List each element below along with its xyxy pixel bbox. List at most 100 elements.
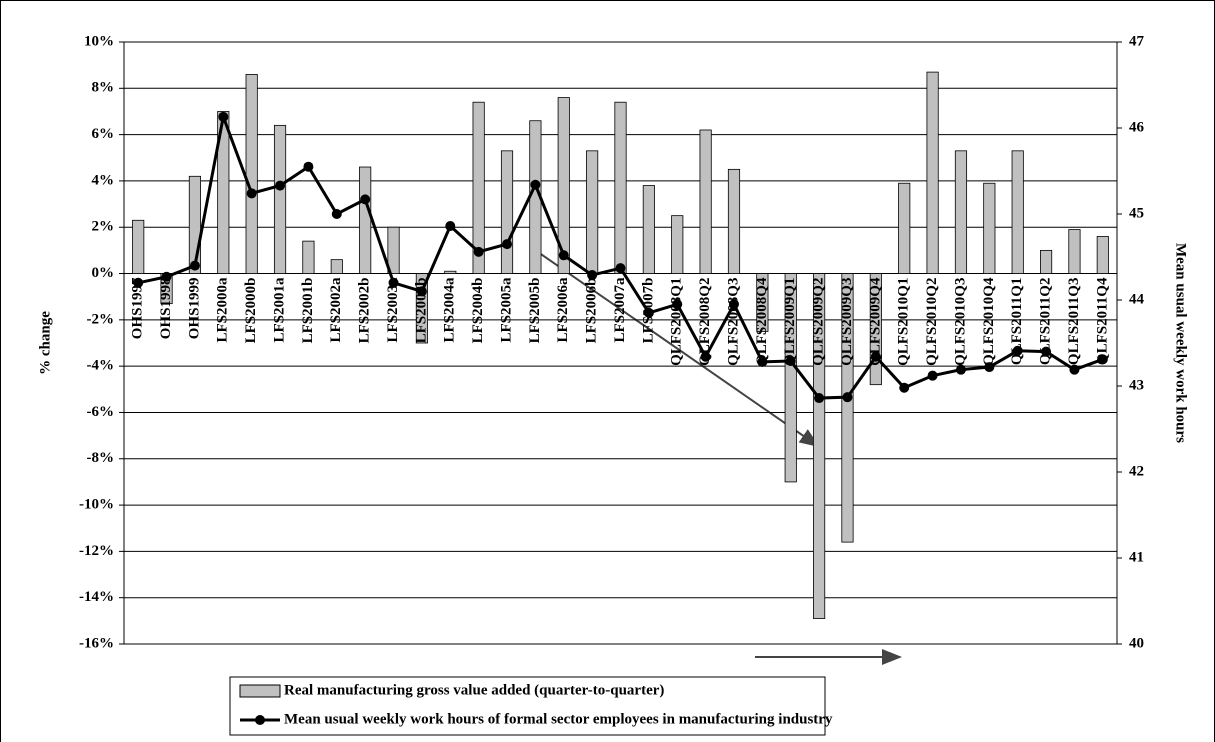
line-marker (530, 179, 541, 190)
line-marker (1012, 345, 1023, 356)
line-marker (587, 270, 598, 281)
x-tick-label: LFS2002a (328, 277, 344, 343)
line-marker (246, 188, 257, 199)
bar (898, 182, 911, 274)
bar (671, 215, 684, 274)
y2-tick-label: 40 (1129, 635, 1144, 651)
bar (330, 259, 343, 274)
x-tick-label: QLFS2011Q4 (1094, 277, 1110, 365)
bar (415, 273, 428, 344)
bar (302, 240, 315, 274)
bar (756, 273, 769, 332)
y2-tick-label: 45 (1129, 205, 1144, 221)
x-tick-label: LFS2006a (555, 277, 571, 343)
line-marker (331, 209, 342, 219)
legend-label: Mean usual weekly work hours of formal s… (284, 711, 833, 727)
bar (188, 175, 202, 274)
bar (983, 182, 996, 274)
bar (699, 129, 712, 274)
x-tick-label: QLFS2008Q3 (725, 278, 741, 366)
line-marker (1041, 346, 1052, 357)
bar (1096, 236, 1109, 274)
x-tick-label: LFS2006b (584, 278, 600, 344)
x-tick-label: OHS1999 (186, 278, 202, 340)
bar (359, 166, 372, 274)
x-tick-label: OHS1997 (130, 277, 146, 339)
line-marker (1097, 354, 1108, 365)
bar (784, 273, 797, 483)
bar (841, 273, 854, 543)
y-tick-label: -10% (79, 497, 114, 513)
line-marker (1069, 364, 1080, 375)
bar (1039, 249, 1053, 274)
y-tick-label: 4% (92, 172, 115, 188)
legend-label: Real manufacturing gross value added (qu… (284, 682, 664, 698)
line-marker (161, 271, 172, 282)
y2-tick-label: 43 (1129, 377, 1144, 393)
x-tick-label: QLFS2011Q1 (1009, 278, 1025, 366)
y2-tick-label: 42 (1129, 463, 1144, 479)
x-tick-label: LFS2005b (527, 278, 543, 344)
y2-tick-label: 41 (1129, 549, 1144, 565)
line-marker (303, 161, 314, 172)
x-tick-label: QLFS2009Q4 (867, 277, 883, 366)
y2-tick-label: 46 (1129, 119, 1145, 135)
x-tick-label: QLFS2008Q2 (697, 278, 713, 366)
x-tick-label: LFS2000a (215, 277, 231, 343)
legend (229, 676, 826, 736)
bar (245, 74, 258, 274)
line-marker (700, 351, 711, 362)
trend-arrow (534, 249, 820, 448)
x-tick-label: LFS2001b (300, 278, 316, 344)
x-tick-label: QLFS2011Q2 (1038, 278, 1054, 366)
x-tick-label: LFS2001a (271, 277, 287, 343)
x-tick-label: OHS1998 (158, 278, 174, 340)
line-marker (502, 239, 513, 250)
line-marker (643, 307, 654, 318)
x-tick-label: QLFS2010Q2 (924, 278, 940, 366)
y-tick-label: -16% (79, 635, 114, 651)
x-tick-label: LFS2004a (442, 277, 458, 343)
line-marker (984, 362, 995, 373)
x-tick-label: QLFS2009Q3 (839, 278, 855, 366)
y-tick-label: -14% (79, 589, 114, 605)
bar (727, 168, 741, 274)
bar (954, 150, 968, 274)
x-tick-label: QLFS2009Q2 (811, 278, 827, 366)
bar (1068, 229, 1081, 274)
line-marker (218, 111, 229, 122)
line-marker (927, 370, 938, 381)
x-tick-label: QLFS2008Q4 (754, 277, 770, 366)
line-marker (445, 221, 456, 232)
bar (500, 150, 514, 274)
line-marker (416, 286, 427, 297)
y-axis-title: % change (37, 311, 53, 375)
bar (614, 101, 627, 274)
bar (444, 270, 457, 274)
bar (132, 219, 145, 274)
line-marker (899, 382, 910, 393)
line-marker (842, 392, 853, 403)
bar (926, 71, 939, 274)
y-tick-label: 2% (92, 219, 115, 235)
x-tick-label: QLFS2010Q1 (896, 278, 912, 366)
bar (217, 111, 230, 274)
line-marker (133, 277, 144, 288)
y-tick-label: -12% (79, 543, 114, 559)
y2-tick-label: 47 (1129, 33, 1145, 49)
line-marker (785, 356, 796, 367)
y-tick-label: 6% (92, 126, 115, 142)
x-tick-label: QLFS2009Q1 (782, 278, 798, 366)
line-marker (558, 250, 569, 261)
bar (586, 150, 599, 274)
y-tick-label: -2% (87, 311, 115, 327)
legend-swatch (239, 684, 281, 698)
line-marker (955, 364, 966, 375)
x-tick-label: QLFS2011Q3 (1066, 278, 1082, 366)
legend-marker (255, 715, 265, 725)
y-tick-label: -4% (87, 358, 115, 374)
x-tick-label: LFS2000b (243, 278, 259, 344)
y2-tick-label: 44 (1129, 291, 1145, 307)
